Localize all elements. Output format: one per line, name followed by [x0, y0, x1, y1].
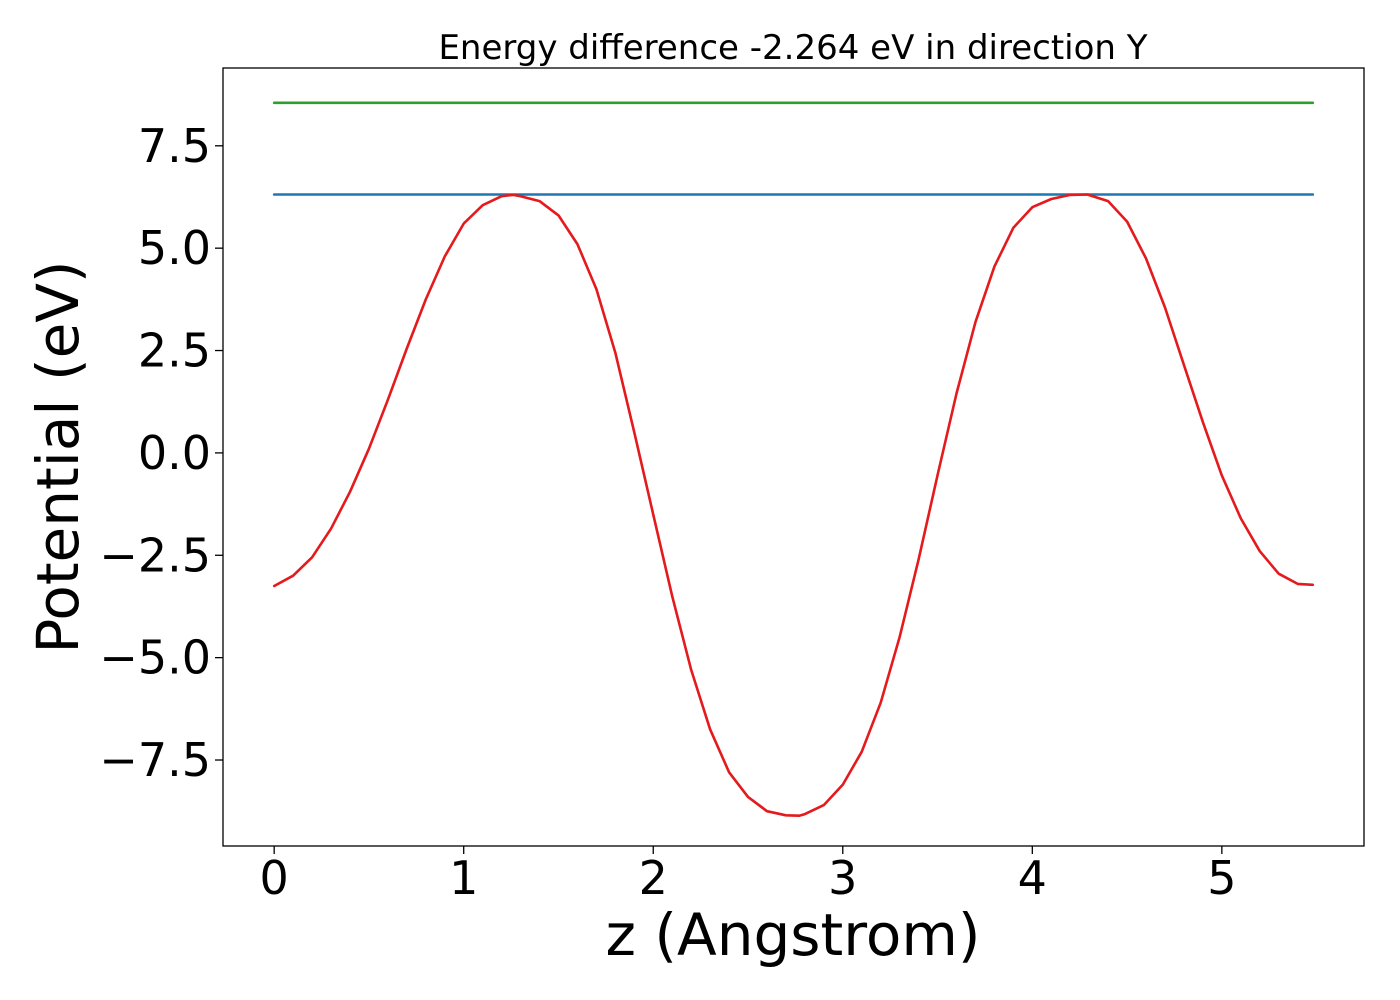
x-tick-label: 1: [449, 851, 478, 905]
y-tick-label: 2.5: [138, 324, 211, 378]
x-tick-label: 0: [260, 851, 289, 905]
y-tick-label: −2.5: [99, 528, 211, 582]
x-tick-label: 4: [1018, 851, 1047, 905]
chart-title: Energy difference -2.264 eV in direction…: [438, 28, 1147, 68]
y-axis-label: Potential (eV): [24, 260, 92, 653]
y-tick-label: 7.5: [138, 119, 211, 173]
x-tick-label: 3: [828, 851, 857, 905]
y-tick-label: −7.5: [99, 733, 211, 787]
plot-area: [223, 68, 1364, 846]
y-tick-label: 0.0: [138, 426, 211, 480]
plot-frame: [222, 67, 1365, 847]
x-tick-label: 5: [1207, 851, 1236, 905]
y-tick-label: −5.0: [99, 631, 211, 685]
y-tick-label: 5.0: [138, 221, 211, 275]
x-axis-label: z (Angstrom): [606, 901, 981, 969]
series-line-3: [272, 193, 1315, 818]
series-layer: [272, 101, 1315, 818]
x-tick-label: 2: [639, 851, 668, 905]
y-axis: −7.5 −5.0 −2.5 0.0 2.5 5.0 7.5: [99, 119, 223, 787]
x-axis: 0 1 2 3 4 5: [260, 846, 1236, 905]
